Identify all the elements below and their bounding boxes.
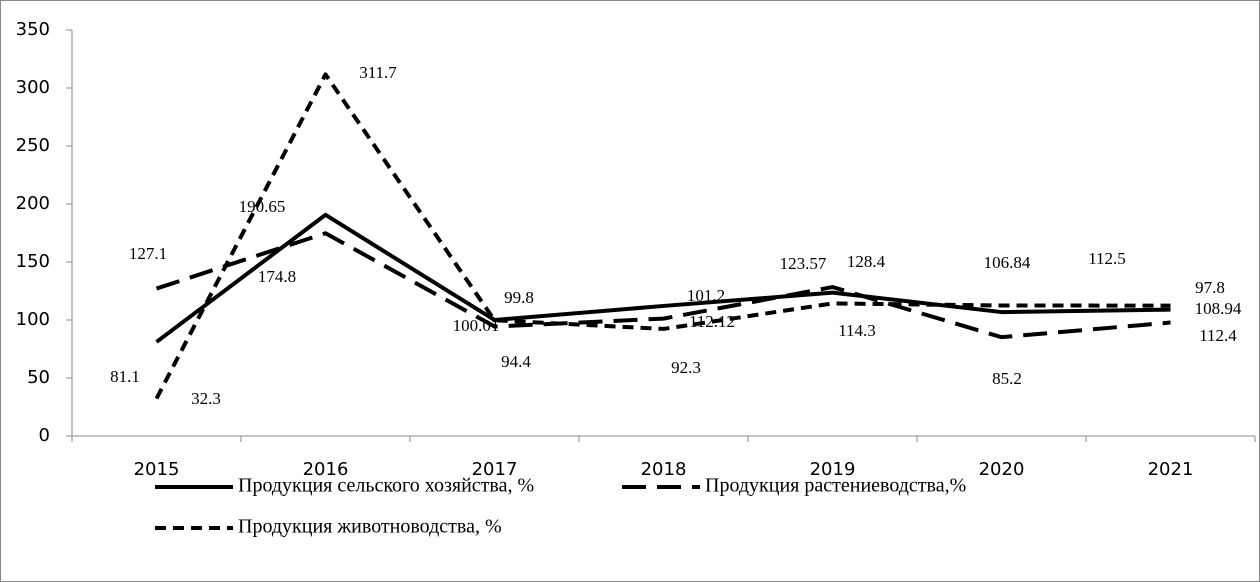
legend-label: Продукция сельского хозяйства, % <box>238 475 534 497</box>
data-label: 127.1 <box>129 244 167 263</box>
y-tick-label: 50 <box>27 367 50 388</box>
data-label: 112.5 <box>1088 249 1126 268</box>
data-label: 94.4 <box>501 352 531 371</box>
series-line <box>154 72 1171 400</box>
data-label: 32.3 <box>191 389 221 408</box>
data-label: 106.84 <box>984 253 1031 272</box>
data-label: 114.3 <box>838 321 876 340</box>
data-label: 112.4 <box>1199 326 1237 345</box>
data-label: 311.7 <box>359 63 397 82</box>
x-tick-label: 2017 <box>472 459 518 480</box>
data-label: 128.4 <box>847 252 886 271</box>
data-label: 85.2 <box>992 369 1022 388</box>
series-line <box>155 231 1171 340</box>
x-tick-label: 2019 <box>810 459 856 480</box>
data-label: 190.65 <box>239 197 286 216</box>
legend-label: Продукция растениеводства,% <box>705 475 966 497</box>
data-label: 97.8 <box>1195 278 1225 297</box>
data-label: 123.57 <box>780 254 827 273</box>
y-tick-label: 150 <box>16 251 50 272</box>
y-tick-label: 300 <box>16 77 50 98</box>
y-tick-label: 200 <box>16 193 50 214</box>
legend-label: Продукция животноводства, % <box>238 516 502 538</box>
data-label: 101.2 <box>687 286 725 305</box>
data-label: 174.8 <box>258 267 296 286</box>
data-label: 92.3 <box>671 358 701 377</box>
data-label: 112.12 <box>689 312 735 331</box>
x-tick-label: 2021 <box>1148 459 1194 480</box>
data-label: 100.01 <box>453 316 500 335</box>
y-tick-label: 0 <box>39 425 50 446</box>
x-tick-label: 2018 <box>641 459 687 480</box>
y-tick-label: 350 <box>16 19 50 40</box>
data-label: 108.94 <box>1195 299 1242 318</box>
x-tick-label: 2016 <box>303 459 349 480</box>
x-tick-label: 2015 <box>134 459 180 480</box>
series-line <box>155 212 1171 344</box>
y-tick-label: 250 <box>16 135 50 156</box>
data-label: 99.8 <box>504 288 534 307</box>
x-tick-label: 2020 <box>979 459 1025 480</box>
data-label: 81.1 <box>110 367 140 386</box>
y-tick-label: 100 <box>16 309 50 330</box>
